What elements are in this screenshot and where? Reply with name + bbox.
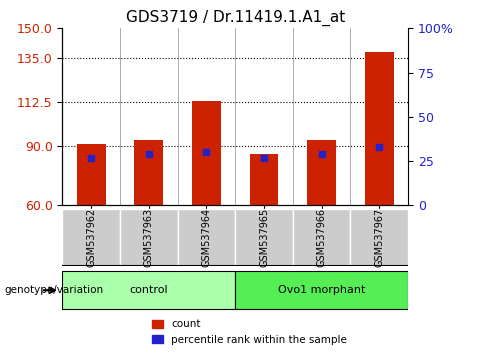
- Title: GDS3719 / Dr.11419.1.A1_at: GDS3719 / Dr.11419.1.A1_at: [126, 9, 345, 25]
- Text: Ovo1 morphant: Ovo1 morphant: [278, 285, 365, 295]
- Text: GSM537967: GSM537967: [374, 207, 384, 267]
- Text: genotype/variation: genotype/variation: [5, 285, 104, 295]
- FancyBboxPatch shape: [235, 209, 293, 266]
- Text: GSM537966: GSM537966: [317, 207, 326, 267]
- Bar: [134, 141, 163, 205]
- FancyBboxPatch shape: [235, 271, 408, 309]
- FancyBboxPatch shape: [350, 209, 408, 266]
- Text: GSM537964: GSM537964: [202, 207, 211, 267]
- Bar: [250, 154, 278, 205]
- FancyBboxPatch shape: [293, 209, 350, 266]
- Text: GSM537962: GSM537962: [86, 207, 96, 267]
- Legend: count, percentile rank within the sample: count, percentile rank within the sample: [148, 315, 351, 349]
- FancyBboxPatch shape: [62, 271, 235, 309]
- Bar: [77, 144, 106, 205]
- Text: GSM537963: GSM537963: [144, 207, 154, 267]
- Bar: [307, 141, 336, 205]
- Bar: [365, 52, 394, 205]
- Text: GSM537965: GSM537965: [259, 207, 269, 267]
- Text: control: control: [130, 285, 168, 295]
- FancyBboxPatch shape: [120, 209, 178, 266]
- Bar: [192, 101, 221, 205]
- FancyBboxPatch shape: [178, 209, 235, 266]
- FancyBboxPatch shape: [62, 209, 120, 266]
